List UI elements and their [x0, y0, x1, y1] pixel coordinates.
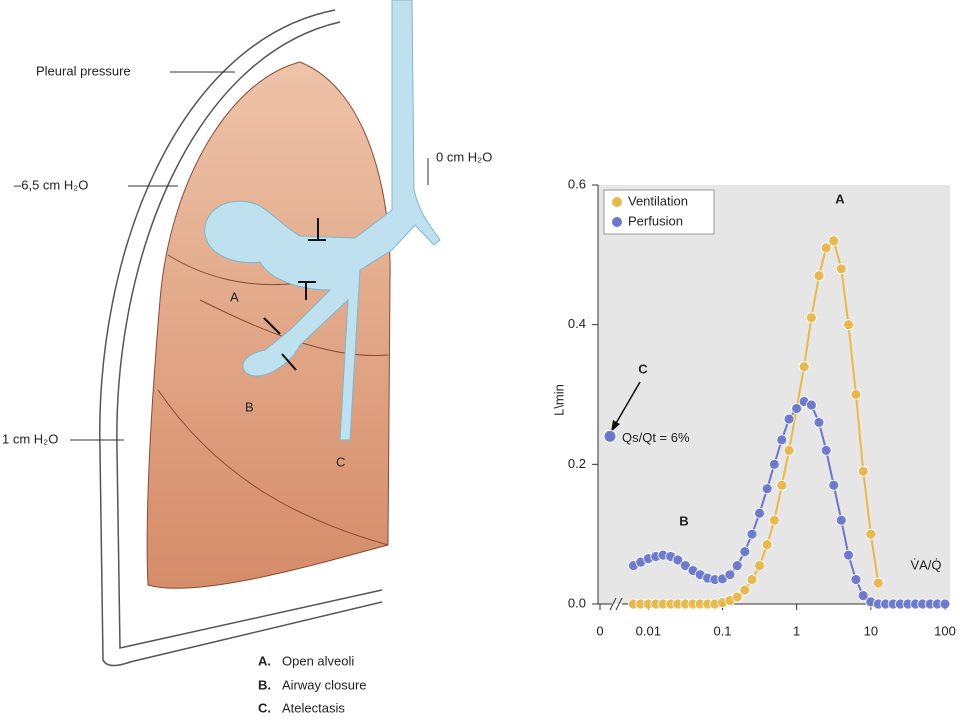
data-point [746, 528, 758, 540]
data-point [679, 560, 691, 571]
annotation: A [835, 191, 845, 206]
plot-background [598, 185, 950, 604]
data-point [850, 389, 862, 400]
data-point [754, 507, 765, 519]
y-tick-label: 0.4 [568, 316, 586, 331]
data-point [739, 546, 751, 558]
legend-swatch [612, 217, 622, 227]
label: Pleural pressure [36, 63, 131, 78]
arrow [281, 353, 297, 371]
data-point [768, 458, 780, 470]
data-point [783, 444, 795, 456]
label: 1 cm H₂O [2, 431, 58, 446]
data-point [843, 319, 854, 331]
trachea [204, 0, 441, 441]
legend-swatch [612, 197, 622, 207]
data-point [731, 560, 743, 571]
data-point [828, 479, 840, 491]
data-point [805, 312, 817, 324]
label: –6,5 cm H₂O [14, 177, 88, 192]
legend-box [603, 189, 715, 235]
data-point [761, 539, 773, 551]
label: A [230, 289, 239, 304]
chart: L\min V̇A/Q̇ A B C 0.0 0.2 0.4 0.6 0 0.01 0.1 1… [551, 176, 955, 638]
legend: Ventilation Perfusion [603, 189, 715, 235]
data-point [776, 479, 788, 491]
data-point [813, 270, 825, 282]
key-text: Open alveoli [282, 653, 354, 668]
label: C [336, 454, 345, 469]
data-point [939, 598, 951, 610]
key-letter: C. [258, 700, 271, 715]
key-text: Atelectasis [282, 700, 345, 715]
data-point [754, 560, 765, 571]
data-point [724, 569, 736, 581]
pleura-outer [99, 9, 383, 667]
data-point [828, 235, 840, 247]
y-tick-label: 0.6 [568, 176, 586, 191]
y-tick-label: 0.0 [568, 595, 586, 610]
data-point [791, 403, 803, 414]
data-point [813, 417, 825, 428]
data-point [739, 584, 751, 596]
x-tick-label: 0.1 [713, 623, 731, 638]
data-point [843, 549, 854, 561]
data-point [872, 577, 884, 589]
legend-label: Ventilation [628, 193, 688, 208]
pleura-inner [116, 21, 383, 649]
legend-label: Perfusion [628, 213, 683, 228]
x-tick-label: 0 [596, 623, 603, 638]
axis-break [609, 597, 617, 611]
x-axis-label: V̇A/Q̇ [910, 557, 941, 572]
y-axis-label: L\min [551, 384, 566, 416]
data-point [820, 242, 832, 254]
y-tick-label: 0.2 [568, 456, 586, 471]
annotation: C [638, 361, 648, 376]
data-point [865, 528, 877, 540]
label: 0 cm H₂O [436, 149, 492, 164]
annotation-arrow [614, 381, 641, 426]
data-point [798, 361, 810, 372]
x-tick-label: 100 [934, 623, 956, 638]
lobe-line [157, 389, 389, 546]
data-point [857, 590, 869, 602]
data-point [731, 591, 743, 603]
data-point [835, 263, 847, 275]
data-point [746, 574, 758, 585]
lung-diagram: Pleural pressure –6,5 cm H₂O 0 cm H₂O 1 … [2, 0, 492, 715]
key-letter: A. [258, 653, 271, 668]
data-point [805, 399, 817, 411]
shunt-point [603, 429, 617, 443]
data-point [783, 413, 795, 425]
annotation-arrow [611, 420, 620, 432]
x-tick-label: 0.01 [636, 623, 661, 638]
x-tick-label: 1 [793, 623, 800, 638]
data-point [857, 465, 869, 477]
annotation: B [679, 513, 688, 528]
key-letter: B. [258, 677, 271, 692]
key-text: Airway closure [282, 677, 367, 692]
lung [146, 61, 391, 589]
data-point [850, 574, 862, 585]
data-point [761, 483, 773, 495]
data-point [835, 514, 847, 526]
shunt-label: Qs/Qt = 6% [622, 430, 690, 445]
arrow [263, 317, 281, 335]
data-point [820, 444, 832, 456]
axis-break [615, 597, 623, 611]
data-point [768, 514, 780, 526]
data-point [672, 554, 684, 566]
label: B [245, 399, 254, 414]
data-point [776, 434, 788, 446]
x-tick-label: 10 [864, 623, 878, 638]
